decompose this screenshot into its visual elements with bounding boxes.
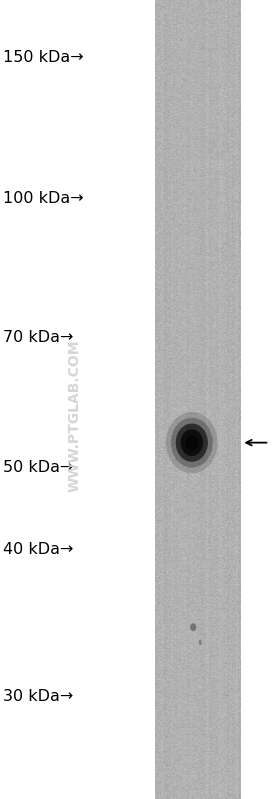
Text: 100 kDa→: 100 kDa→ bbox=[3, 191, 83, 205]
Ellipse shape bbox=[171, 418, 213, 467]
Text: 40 kDa→: 40 kDa→ bbox=[3, 543, 73, 557]
Ellipse shape bbox=[190, 623, 196, 631]
Text: 50 kDa→: 50 kDa→ bbox=[3, 460, 73, 475]
Text: 70 kDa→: 70 kDa→ bbox=[3, 330, 73, 344]
Text: WWW.PTGLAB.COM: WWW.PTGLAB.COM bbox=[67, 340, 81, 491]
Text: 150 kDa→: 150 kDa→ bbox=[3, 50, 83, 65]
Ellipse shape bbox=[166, 412, 218, 473]
Ellipse shape bbox=[176, 423, 208, 462]
Text: 30 kDa→: 30 kDa→ bbox=[3, 690, 73, 704]
Ellipse shape bbox=[199, 639, 202, 646]
Ellipse shape bbox=[185, 435, 198, 451]
Ellipse shape bbox=[181, 429, 203, 456]
